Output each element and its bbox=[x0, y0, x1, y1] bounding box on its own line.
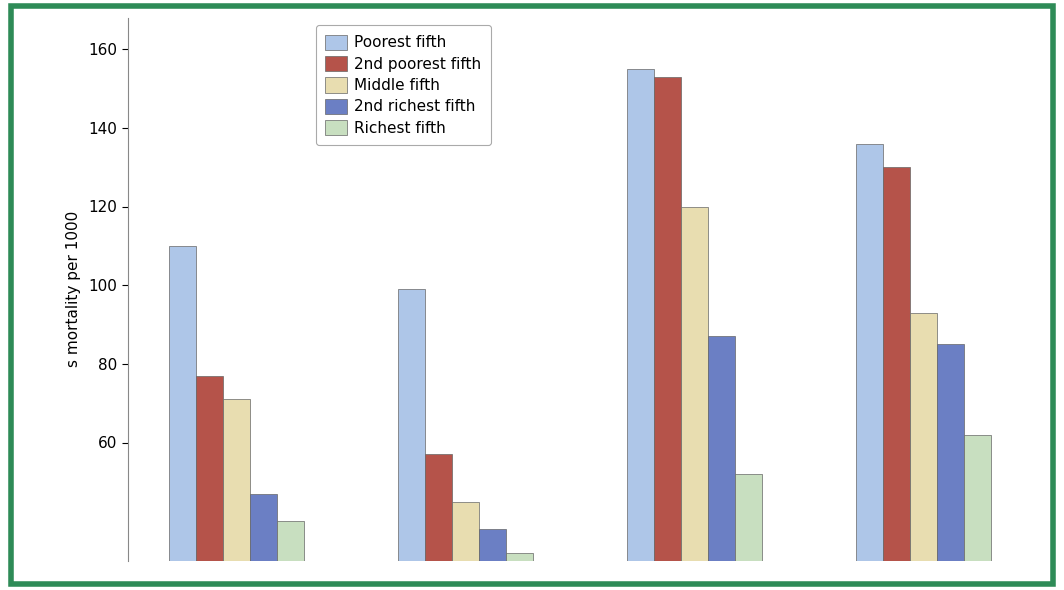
Bar bbox=[277, 521, 304, 590]
Bar bbox=[627, 69, 653, 590]
Bar bbox=[653, 77, 681, 590]
Bar bbox=[479, 529, 506, 590]
Bar bbox=[681, 206, 708, 590]
Legend: Poorest fifth, 2nd poorest fifth, Middle fifth, 2nd richest fifth, Richest fifth: Poorest fifth, 2nd poorest fifth, Middle… bbox=[316, 25, 491, 145]
Bar bbox=[222, 399, 250, 590]
Y-axis label: s mortality per 1000: s mortality per 1000 bbox=[66, 211, 81, 367]
Bar bbox=[250, 494, 277, 590]
Bar bbox=[425, 454, 452, 590]
Bar bbox=[708, 336, 735, 590]
Bar bbox=[169, 246, 196, 590]
Bar bbox=[937, 344, 964, 590]
Bar bbox=[196, 376, 222, 590]
Bar bbox=[398, 289, 425, 590]
Bar bbox=[735, 474, 762, 590]
Bar bbox=[964, 435, 991, 590]
Bar bbox=[506, 553, 533, 590]
Bar bbox=[855, 143, 883, 590]
Bar bbox=[883, 167, 910, 590]
Bar bbox=[452, 502, 479, 590]
Bar bbox=[910, 313, 937, 590]
